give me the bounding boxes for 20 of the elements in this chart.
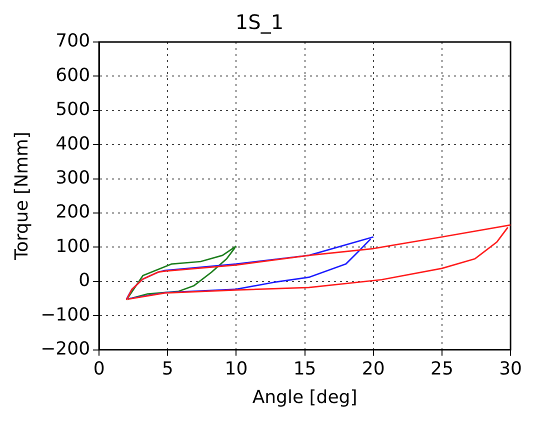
x-tick-label: 15 — [293, 358, 316, 380]
y-tick-label: 700 — [56, 30, 90, 52]
x-tick-label: 25 — [430, 358, 454, 380]
y-axis-title: Torque [Nmm] — [11, 132, 32, 262]
x-tick-label: 20 — [362, 358, 385, 380]
chart-title: 1S_1 — [235, 10, 284, 34]
y-tick-label: 300 — [56, 167, 90, 188]
y-tick-label: 200 — [56, 202, 90, 223]
x-axis-title: Angle [deg] — [252, 386, 358, 408]
y-tick-label: 600 — [56, 64, 90, 86]
x-tick-label: 5 — [162, 358, 174, 380]
x-tick-label: 30 — [499, 358, 522, 380]
x-tick-label: 0 — [93, 358, 105, 380]
y-tick-label: −200 — [40, 338, 90, 360]
x-tick-label: 10 — [224, 358, 248, 380]
y-tick-label: −100 — [40, 304, 90, 326]
y-tick-label: 500 — [56, 99, 90, 120]
y-tick-label: 100 — [56, 236, 90, 257]
y-tick-label: 0 — [78, 270, 90, 292]
y-tick-label: 400 — [56, 133, 90, 154]
